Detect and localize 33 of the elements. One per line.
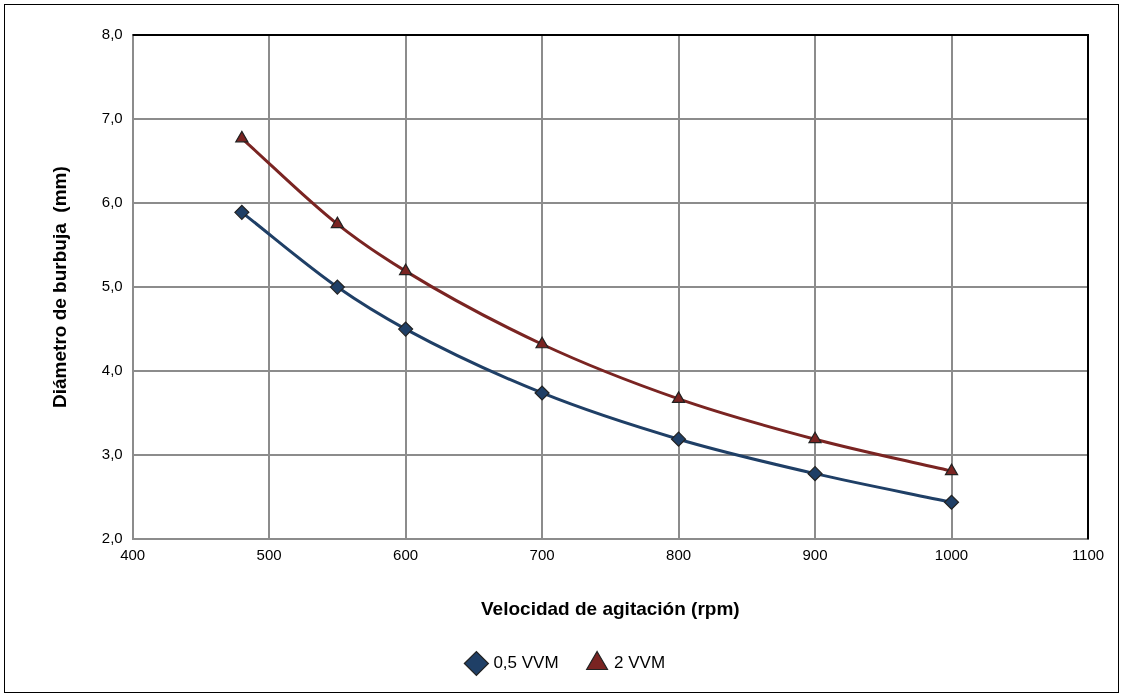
y-tick-label: 4,0 [101,361,123,379]
legend-label: 0,5 VVM [493,653,559,673]
x-tick-label: 800 [666,546,692,564]
legend-label: 2 VVM [614,653,666,673]
y-tick-label: 6,0 [101,193,123,211]
point [671,391,686,403]
x-tick-label: 600 [393,546,419,564]
y-tick-label: 8,0 [101,25,123,43]
point [398,321,414,337]
point [807,466,823,482]
point [234,204,250,220]
point [944,463,959,476]
point [535,336,549,349]
x-tick-label: 900 [802,546,828,564]
y-tick-label: 3,0 [101,445,123,463]
x-tick-label: 400 [120,546,146,564]
x-tick-label: 1000 [934,546,969,564]
y-tick-label: 5,0 [101,277,123,295]
point [235,130,249,143]
point [329,279,345,295]
y-axis-title: Diámetro de burbuja (mm) [48,166,70,408]
point [943,494,960,510]
point [670,431,687,447]
point [808,431,822,444]
point [330,216,345,229]
point [398,263,413,276]
point [534,385,550,401]
x-tick-label: 500 [256,546,282,564]
x-tick-label: 700 [529,546,555,564]
y-tick-label: 2,0 [101,529,123,547]
y-tick-label: 7,0 [101,109,123,127]
x-tick-label: 1100 [1071,546,1105,564]
x-axis-title: Velocidad de agitación (rpm) [480,597,740,619]
